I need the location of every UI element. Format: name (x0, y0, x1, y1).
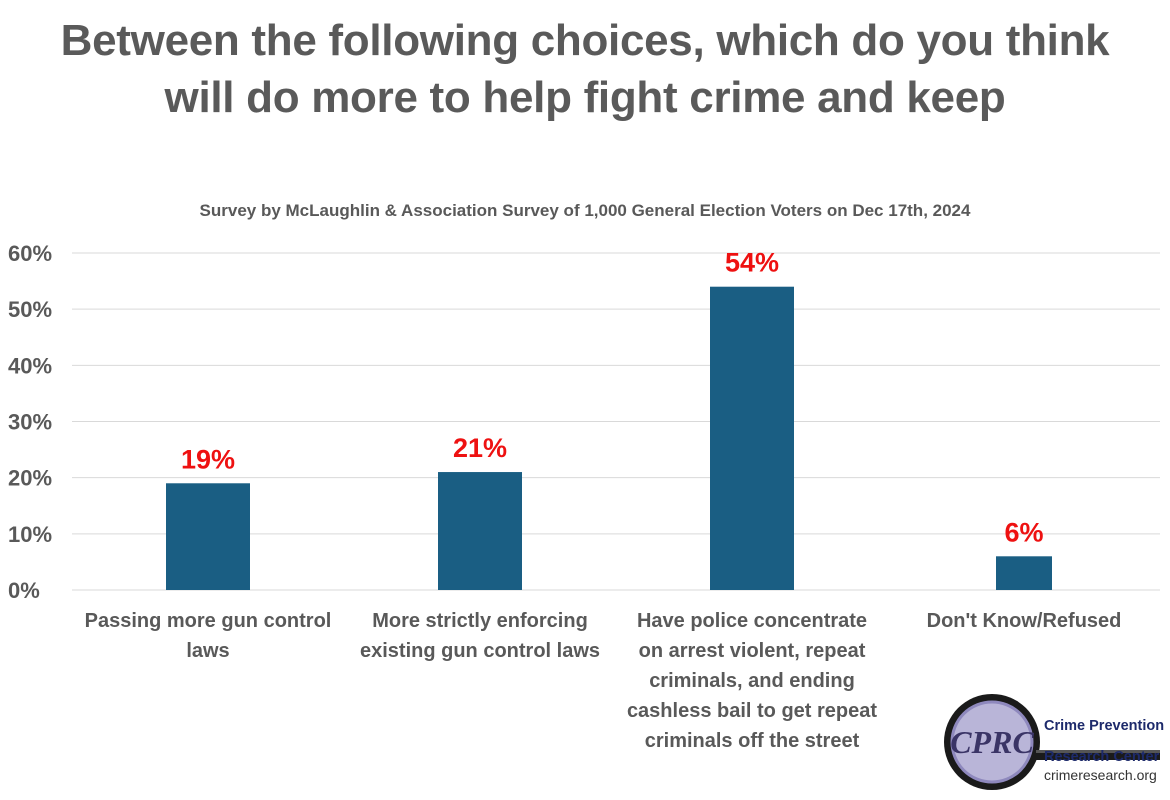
logo-monogram: CPRC (950, 724, 1034, 760)
x-tick-label: Have police concentrate on arrest violen… (626, 610, 878, 752)
chart-subtitle: Survey by McLaughlin & Association Surve… (199, 201, 971, 220)
y-axis-ticks: 0% 10% 20% 30% 40% 50% 60% (8, 241, 52, 603)
bar (438, 472, 522, 590)
x-tick-label: More strictly enforcing existing gun con… (359, 610, 601, 662)
data-label: 54% (725, 248, 779, 278)
logo-line-3: crimeresearch.org (1044, 767, 1157, 783)
bar (166, 483, 250, 590)
y-tick-label: 30% (8, 410, 52, 435)
chart-title: Between the following choices, which do … (60, 16, 1110, 122)
y-tick-label: 20% (8, 466, 52, 491)
y-tick-label: 0% (8, 578, 40, 603)
y-tick-label: 60% (8, 241, 52, 266)
bar (996, 556, 1052, 590)
magnifier-icon: CPRC (944, 694, 1160, 790)
data-label: 21% (453, 433, 507, 463)
bar (710, 286, 794, 590)
data-label: 19% (181, 444, 235, 474)
y-tick-label: 50% (8, 297, 52, 322)
logo-line-1: Crime Prevention (1044, 718, 1165, 734)
x-tick-label: Passing more gun control laws (84, 610, 332, 662)
x-tick-label: Don't Know/Refused (926, 610, 1122, 632)
data-label: 6% (1004, 517, 1043, 547)
gridlines (72, 252, 1160, 591)
y-tick-label: 10% (8, 522, 52, 547)
y-tick-label: 40% (8, 353, 52, 378)
bars (166, 286, 1052, 590)
cprc-logo: CPRC Crime Prevention Research Center cr… (940, 690, 1165, 794)
data-labels: 19% 21% 54% 6% (181, 248, 1044, 548)
logo-line-2: Research Center (1044, 749, 1160, 765)
